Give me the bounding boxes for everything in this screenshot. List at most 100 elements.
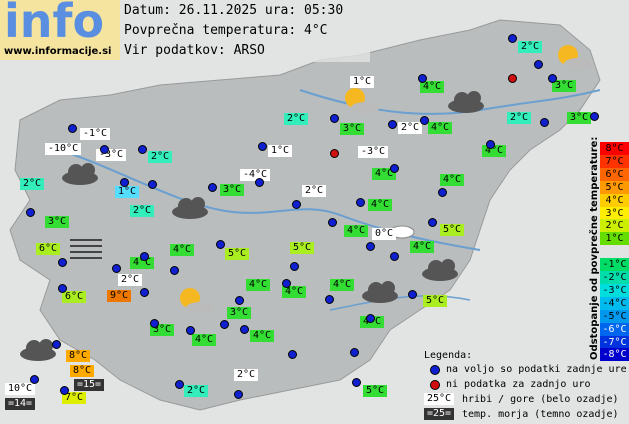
- logo-url: www.informacije.si: [4, 46, 112, 57]
- station-dot: [388, 120, 397, 129]
- station-label: 2°C: [518, 41, 543, 53]
- station-dot: [255, 178, 264, 187]
- station-dot: [208, 183, 217, 192]
- legend-mountain: hribi / gore (belo ozadje): [462, 394, 619, 405]
- station-label: 2°C: [20, 178, 45, 190]
- station-label: -1°C: [80, 128, 111, 140]
- station-label: 2°C: [184, 385, 209, 397]
- station-dot: [68, 124, 77, 133]
- station-label: 1°C: [268, 145, 293, 157]
- station-dot: [325, 295, 334, 304]
- station-dot: [590, 112, 599, 121]
- station-label: 5°C: [440, 224, 465, 236]
- scale-title: Odstopanje od povprečne temperature:: [589, 136, 600, 360]
- station-label: 4°C: [330, 279, 355, 291]
- station-label: 3°C: [45, 216, 70, 228]
- station-dot: [30, 375, 39, 384]
- station-dot: [240, 325, 249, 334]
- station-dot: [352, 378, 361, 387]
- station-dot: [258, 142, 267, 151]
- station-label: 6°C: [36, 243, 61, 255]
- station-label: =15=: [74, 379, 105, 391]
- station-dot: [58, 258, 67, 267]
- station-label: -3°C: [358, 146, 389, 158]
- station-dot: [292, 200, 301, 209]
- station-label: 3°C: [340, 123, 365, 135]
- station-dot: [408, 290, 417, 299]
- station-dot-missing: [330, 149, 339, 158]
- station-dot: [486, 140, 495, 149]
- legend-bg: [420, 348, 629, 424]
- station-dot: [282, 279, 291, 288]
- header-date: Datum: 26.11.2025 ura: 05:30: [124, 3, 344, 18]
- station-dot: [100, 145, 109, 154]
- scale-item: 5°C: [600, 180, 629, 194]
- station-dot: [140, 252, 149, 261]
- header-source: Vir podatkov: ARSO: [124, 43, 265, 58]
- station-label: 4°C: [368, 199, 393, 211]
- station-label: 9°C: [107, 290, 132, 302]
- station-label: 6°C: [62, 291, 87, 303]
- legend-sea-sample: =25=: [424, 408, 455, 420]
- cloud-icon: [172, 197, 208, 219]
- station-dot: [216, 240, 225, 249]
- station-dot: [356, 198, 365, 207]
- scale-item: 2°C: [600, 219, 629, 233]
- station-dot: [534, 60, 543, 69]
- station-dot: [288, 350, 297, 359]
- station-dot: [290, 262, 299, 271]
- station-dot: [508, 34, 517, 43]
- scale-item: -8°C: [600, 348, 629, 362]
- station-label: 2°C: [284, 113, 309, 125]
- station-label: 5°C: [225, 248, 250, 260]
- sun-cloud-icon: [345, 88, 379, 114]
- station-label: 2°C: [130, 205, 155, 217]
- station-dot: [540, 118, 549, 127]
- station-dot: [366, 242, 375, 251]
- logo-bg: [0, 0, 120, 60]
- station-dot: [52, 340, 61, 349]
- station-dot: [418, 74, 427, 83]
- station-label: 4°C: [282, 286, 307, 298]
- station-dot: [330, 114, 339, 123]
- scale-item: 8°C: [600, 142, 629, 155]
- header-avg: Povprečna temperatura: 4°C: [124, 23, 328, 38]
- station-dot: [328, 218, 337, 227]
- scale-item: -4°C: [600, 296, 629, 310]
- station-label: 3°C: [220, 184, 245, 196]
- scale-item: -1°C: [600, 258, 629, 272]
- legend-available: na voljo so podatki zadnje ure: [446, 364, 627, 375]
- station-dot: [420, 116, 429, 125]
- station-dot: [175, 380, 184, 389]
- station-dot: [548, 74, 557, 83]
- station-label: 2°C: [118, 274, 143, 286]
- station-label: 4°C: [428, 122, 453, 134]
- station-label: 8°C: [70, 365, 95, 377]
- scale-item: -2°C: [600, 271, 629, 284]
- station-label: 3°C: [567, 112, 592, 124]
- station-label: 1°C: [350, 76, 375, 88]
- station-dot: [350, 348, 359, 357]
- station-dot: [220, 320, 229, 329]
- station-label: 4°C: [170, 244, 195, 256]
- scale-item: 4°C: [600, 193, 629, 207]
- station-label: 4°C: [410, 241, 435, 253]
- station-dot: [138, 145, 147, 154]
- station-dot: [390, 164, 399, 173]
- station-dot: [186, 326, 195, 335]
- station-label: -10°C: [45, 143, 82, 155]
- station-label: 2°C: [234, 369, 259, 381]
- scale-item: 6°C: [600, 167, 629, 181]
- scale-item: -6°C: [600, 322, 629, 336]
- scale-item: 3°C: [600, 206, 629, 220]
- scale-item: -3°C: [600, 283, 629, 297]
- station-dot: [58, 284, 67, 293]
- station-dot: [148, 180, 157, 189]
- station-label: 0°C: [372, 228, 397, 240]
- cloud-icon: [362, 281, 398, 303]
- station-label: 4°C: [344, 225, 369, 237]
- station-dot: [366, 314, 375, 323]
- cloud-icon: [20, 339, 56, 361]
- station-label: 10°C: [5, 383, 36, 395]
